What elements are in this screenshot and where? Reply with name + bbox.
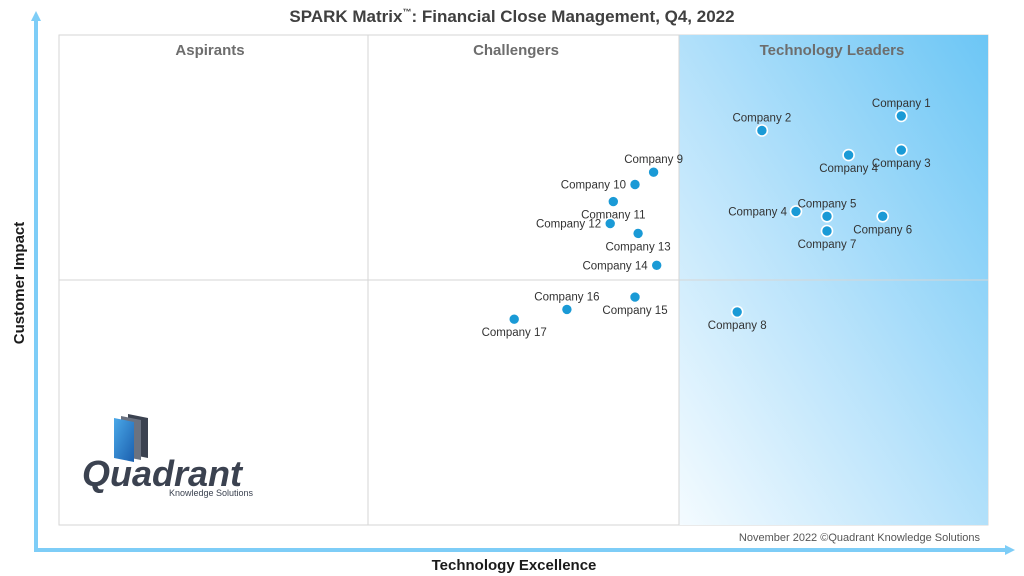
data-label-company-7-7: Company 7 xyxy=(798,239,857,251)
data-point-company-2-1 xyxy=(755,124,769,137)
data-point-company-8-8 xyxy=(730,305,744,319)
data-point-company-14-14 xyxy=(650,258,664,272)
data-point-company-6-6 xyxy=(876,210,890,223)
data-label-company-1-0: Company 1 xyxy=(872,98,931,110)
data-point-company-16-16 xyxy=(560,303,574,316)
data-label-company-13-13: Company 13 xyxy=(605,241,670,253)
data-point-company-12-12 xyxy=(603,217,617,230)
data-label-company-10-10: Company 10 xyxy=(561,180,626,192)
data-label-company-3-2: Company 3 xyxy=(872,158,931,170)
logo-wordmark: Quadrant xyxy=(82,453,244,494)
chart-title-main: SPARK Matrix xyxy=(289,7,403,26)
data-point-company-4-3 xyxy=(842,148,855,162)
y-axis-title: Customer Impact xyxy=(11,222,28,345)
data-point-company-10-10 xyxy=(628,178,642,191)
copyright-footnote: November 2022 ©Quadrant Knowledge Soluti… xyxy=(739,532,981,544)
data-point-company-5-5 xyxy=(820,210,834,223)
data-point-company-3-2 xyxy=(894,143,908,157)
quadrant-label-technology-leaders: Technology Leaders xyxy=(760,42,905,59)
data-point-company-4-4 xyxy=(789,205,803,218)
quadrant-label-aspirants: Aspirants xyxy=(175,42,244,59)
data-label-company-14-14: Company 14 xyxy=(582,260,648,272)
data-label-company-6-6: Company 6 xyxy=(853,224,912,236)
logo-tagline: Knowledge Solutions xyxy=(169,488,254,498)
quadrant-label-challengers: Challengers xyxy=(473,42,559,59)
data-label-company-11-11: Company 11 xyxy=(581,210,645,222)
data-label-company-5-5: Company 5 xyxy=(798,198,857,210)
quadrant-logo: Quadrant Knowledge Solutions xyxy=(82,414,253,498)
data-label-company-4-4: Company 4 xyxy=(728,206,787,218)
data-label-company-12-12: Company 12 xyxy=(536,219,601,231)
data-point-company-7-7 xyxy=(820,224,834,238)
x-axis-title: Technology Excellence xyxy=(432,557,597,574)
data-label-company-2-1: Company 2 xyxy=(732,113,791,125)
chart-title: SPARK Matrix™: Financial Close Managemen… xyxy=(289,7,734,26)
data-label-company-15-15: Company 15 xyxy=(602,305,667,317)
data-point-company-13-13 xyxy=(631,227,645,240)
data-label-company-4-3: Company 4 xyxy=(819,163,878,175)
data-point-company-15-15 xyxy=(628,290,642,304)
data-label-company-17-17: Company 17 xyxy=(482,327,547,339)
data-point-company-11-11 xyxy=(606,195,620,208)
data-label-company-16-16: Company 16 xyxy=(534,291,599,303)
data-label-company-9-9: Company 9 xyxy=(624,154,683,166)
chart-title-rest: : Financial Close Management, Q4, 2022 xyxy=(411,7,734,26)
data-point-company-9-9 xyxy=(647,165,660,179)
chart-title-mark: ™ xyxy=(402,7,411,17)
data-point-company-17-17 xyxy=(507,312,521,326)
data-label-company-8-8: Company 8 xyxy=(708,320,767,332)
data-point-company-1-0 xyxy=(894,109,908,123)
book-icon xyxy=(114,414,148,462)
